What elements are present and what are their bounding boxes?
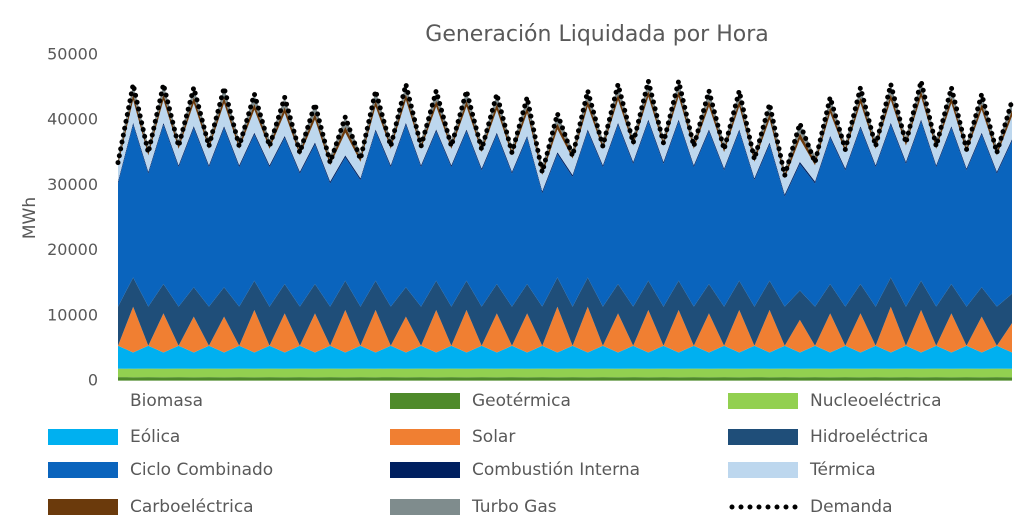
legend-label: Combustión Interna — [472, 460, 640, 480]
legend-label: Térmica — [809, 460, 876, 480]
legend-swatch — [390, 429, 460, 445]
area — [118, 277, 1012, 346]
legend-swatch — [728, 462, 798, 478]
y-tick-label: 30000 — [47, 175, 98, 194]
legend-swatch — [48, 462, 118, 478]
legend-swatch — [728, 429, 798, 445]
legend-label: Demanda — [810, 497, 893, 517]
legend-label: Geotérmica — [472, 391, 571, 411]
legend-swatch — [48, 393, 118, 409]
legend-label: Turbo Gas — [471, 497, 557, 517]
area — [118, 368, 1012, 378]
legend-swatch — [390, 462, 460, 478]
y-tick-label: 20000 — [47, 240, 98, 259]
legend-label: Eólica — [130, 427, 180, 447]
y-tick-label: 10000 — [47, 305, 98, 324]
legend-swatch — [390, 499, 460, 515]
legend-label: Nucleoeléctrica — [810, 391, 942, 411]
y-axis-label: MWh — [20, 197, 40, 239]
area — [118, 90, 1012, 179]
legend-swatch — [390, 393, 460, 409]
legend-swatch — [48, 429, 118, 445]
legend-label: Biomasa — [130, 391, 203, 411]
area — [118, 345, 1012, 369]
y-tick-label: 0 — [88, 371, 98, 390]
legend-swatch — [48, 499, 118, 515]
legend-label: Hidroeléctrica — [810, 427, 928, 447]
y-tick-label: 50000 — [47, 45, 98, 64]
y-tick-label: 40000 — [47, 110, 98, 129]
legend-label: Solar — [472, 427, 515, 447]
legend-label: Carboeléctrica — [130, 497, 254, 517]
chart-title: Generación Liquidada por Hora — [425, 22, 768, 47]
legend-label: Ciclo Combinado — [130, 460, 273, 480]
legend-swatch — [728, 393, 798, 409]
area — [118, 377, 1012, 381]
area — [118, 121, 1012, 307]
area — [118, 306, 1012, 353]
demand-line — [115, 77, 1015, 177]
